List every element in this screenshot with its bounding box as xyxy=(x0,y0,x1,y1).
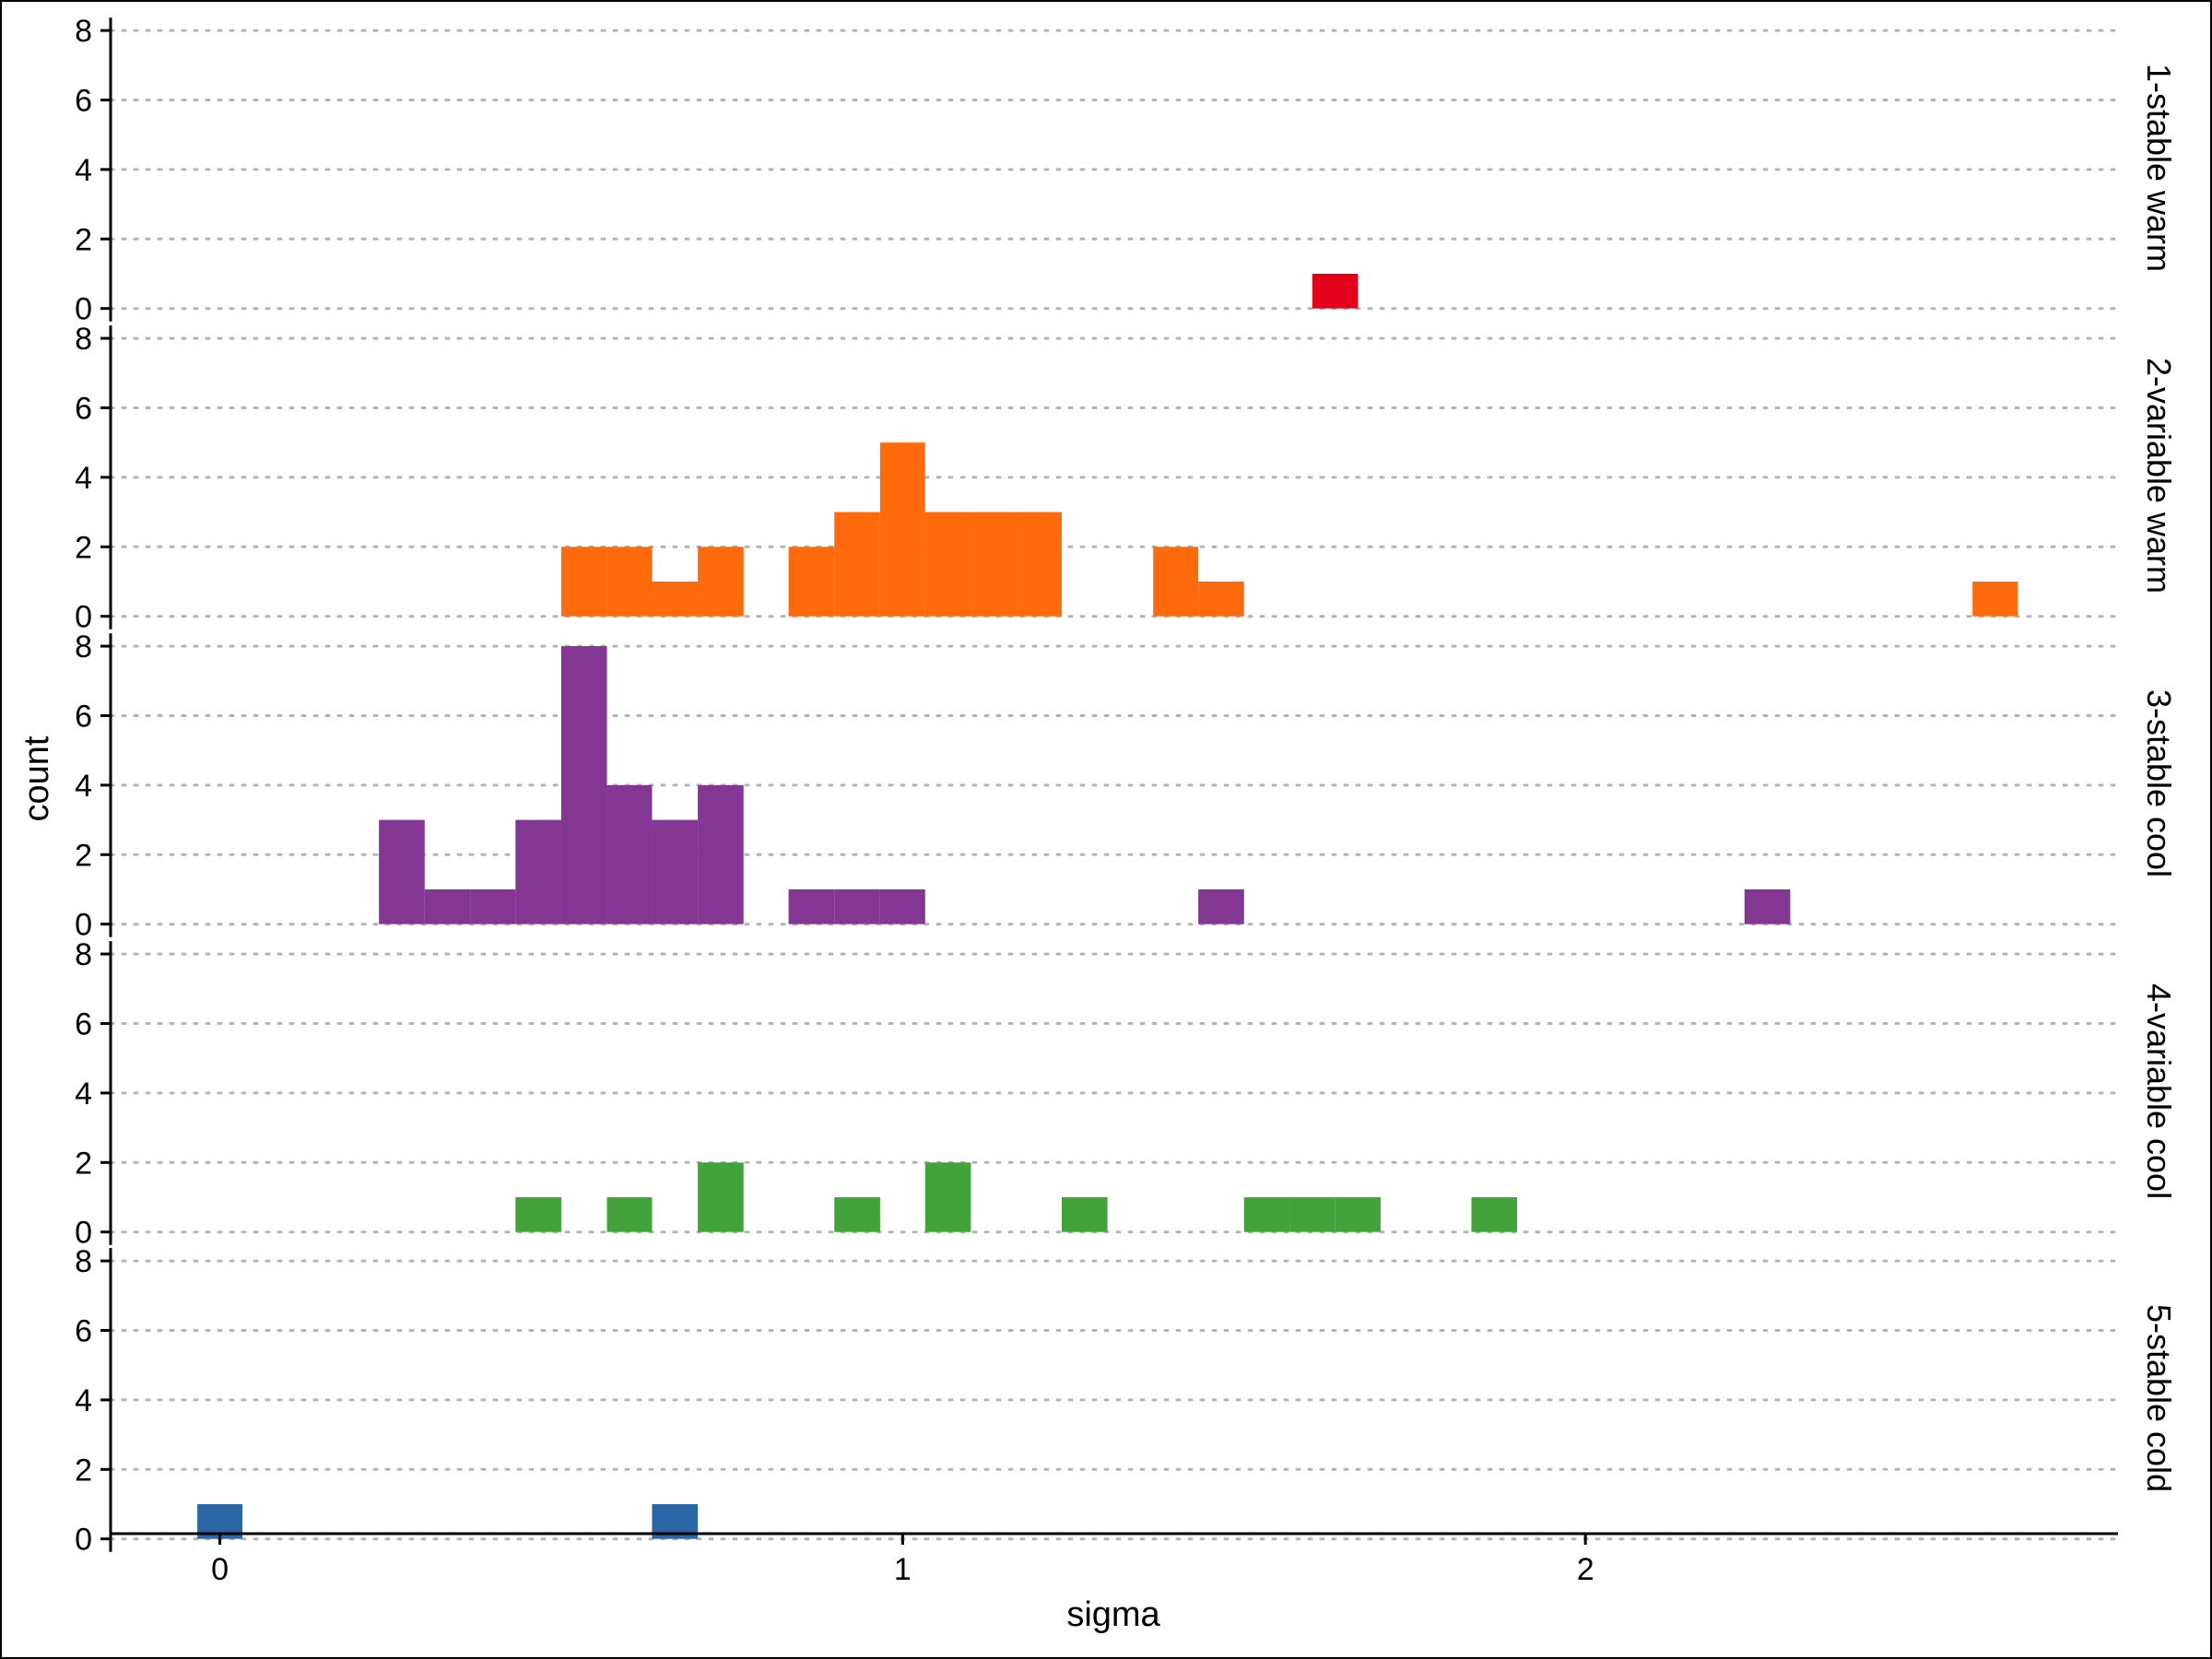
facet-strip-label: 1-stable warm xyxy=(2140,64,2178,272)
histogram-bar xyxy=(1243,1196,1290,1232)
histogram-bar xyxy=(924,512,971,617)
y-tick-label: 4 xyxy=(75,461,92,496)
x-tick-label: 1 xyxy=(894,1552,912,1587)
histogram-bar xyxy=(879,888,925,924)
y-tick-label: 6 xyxy=(75,699,92,734)
histogram-bar xyxy=(834,1196,880,1232)
facet-panels: 0 2 4 6 8 1-stable warm 0 2 4 6 8 2-variable warm 0 2… xyxy=(75,14,2178,1558)
histogram-bar xyxy=(698,784,744,924)
histogram-bar xyxy=(652,819,699,924)
y-tick-label: 8 xyxy=(75,1244,92,1279)
y-tick-label: 0 xyxy=(75,1523,92,1558)
x-tick-label: 2 xyxy=(1577,1552,1594,1587)
histogram-bar xyxy=(515,819,561,924)
histogram-bar xyxy=(652,581,699,617)
x-axis-title: sigma xyxy=(1066,1595,1160,1634)
histogram-bar xyxy=(1471,1196,1518,1232)
histogram-bar xyxy=(1061,1196,1108,1232)
facet-strip-label: 3-stable cool xyxy=(2140,689,2178,877)
histogram-bar xyxy=(924,1162,971,1232)
y-tick-label: 6 xyxy=(75,1313,92,1348)
histogram-bar xyxy=(1017,512,1062,617)
y-tick-label: 0 xyxy=(75,600,92,635)
histogram-bar xyxy=(560,547,607,617)
histogram-bar xyxy=(424,888,471,924)
facet-panel-5: 0 2 4 6 8 5-stable cold xyxy=(75,1244,2178,1558)
histogram-bar xyxy=(470,888,516,924)
histogram-bar xyxy=(1312,273,1359,309)
histogram-bar xyxy=(606,1196,653,1232)
histogram-bar xyxy=(1198,581,1244,617)
histogram-bar xyxy=(788,547,835,617)
histogram-bar xyxy=(379,819,425,924)
histogram-bar xyxy=(698,1162,744,1232)
facet-panel-2: 0 2 4 6 8 2-variable warm xyxy=(75,322,2178,635)
y-tick-label: 4 xyxy=(75,1077,92,1112)
y-tick-label: 8 xyxy=(75,937,92,972)
y-tick-label: 8 xyxy=(75,322,92,357)
histogram-bar xyxy=(698,547,744,617)
facet-strip-label: 2-variable warm xyxy=(2140,358,2178,594)
y-axis-title: count xyxy=(18,735,56,821)
y-tick-label: 2 xyxy=(75,1146,92,1181)
y-tick-label: 4 xyxy=(75,769,92,804)
y-tick-label: 8 xyxy=(75,14,92,49)
y-tick-label: 6 xyxy=(75,83,92,118)
y-tick-label: 2 xyxy=(75,838,92,873)
histogram-bar xyxy=(515,1196,561,1232)
facet-panel-3: 0 2 4 6 8 3-stable cool xyxy=(75,629,2178,943)
y-tick-label: 2 xyxy=(75,1453,92,1488)
y-tick-label: 0 xyxy=(75,908,92,943)
y-tick-label: 0 xyxy=(75,1216,92,1251)
facet-panel-4: 0 2 4 6 8 4-variable cool xyxy=(75,937,2178,1251)
histogram-bar xyxy=(879,442,925,617)
histogram-bar xyxy=(1289,1196,1335,1232)
y-tick-label: 8 xyxy=(75,629,92,665)
y-tick-label: 6 xyxy=(75,1006,92,1041)
histogram-bar xyxy=(1198,888,1244,924)
y-tick-label: 0 xyxy=(75,292,92,327)
histogram-bar xyxy=(606,547,653,617)
facet-strip-label: 4-variable cool xyxy=(2140,983,2178,1199)
histogram-bar xyxy=(834,888,880,924)
x-tick-label: 0 xyxy=(211,1552,229,1587)
histogram-bar xyxy=(606,784,653,924)
histogram-bar xyxy=(834,512,880,617)
y-tick-label: 6 xyxy=(75,391,92,426)
y-tick-label: 4 xyxy=(75,1383,92,1418)
y-tick-label: 4 xyxy=(75,153,92,188)
histogram-bar xyxy=(1335,1196,1381,1232)
histogram-bar xyxy=(1972,581,2018,617)
y-tick-label: 2 xyxy=(75,222,92,257)
histogram-bar xyxy=(1153,547,1199,617)
histogram-bar xyxy=(788,888,835,924)
histogram-bar xyxy=(971,512,1018,617)
histogram-bar xyxy=(560,646,607,924)
facet-panel-1: 0 2 4 6 8 1-stable warm xyxy=(75,14,2178,327)
histogram-bar xyxy=(1744,888,1791,924)
x-axis: 0 1 2 xyxy=(111,1532,2118,1587)
y-tick-label: 2 xyxy=(75,530,92,565)
facet-strip-label: 5-stable cold xyxy=(2140,1304,2178,1492)
